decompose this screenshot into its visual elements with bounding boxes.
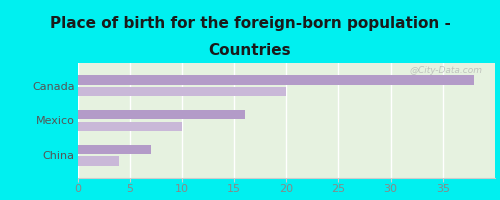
Bar bbox=[78, 145, 150, 154]
Text: @City-Data.com: @City-Data.com bbox=[410, 66, 482, 75]
Bar bbox=[78, 87, 286, 96]
Text: Countries: Countries bbox=[208, 43, 292, 58]
Bar bbox=[78, 156, 120, 166]
Bar bbox=[78, 122, 182, 131]
Text: Place of birth for the foreign-born population -: Place of birth for the foreign-born popu… bbox=[50, 16, 450, 31]
Bar bbox=[78, 110, 244, 119]
Bar bbox=[78, 75, 474, 85]
